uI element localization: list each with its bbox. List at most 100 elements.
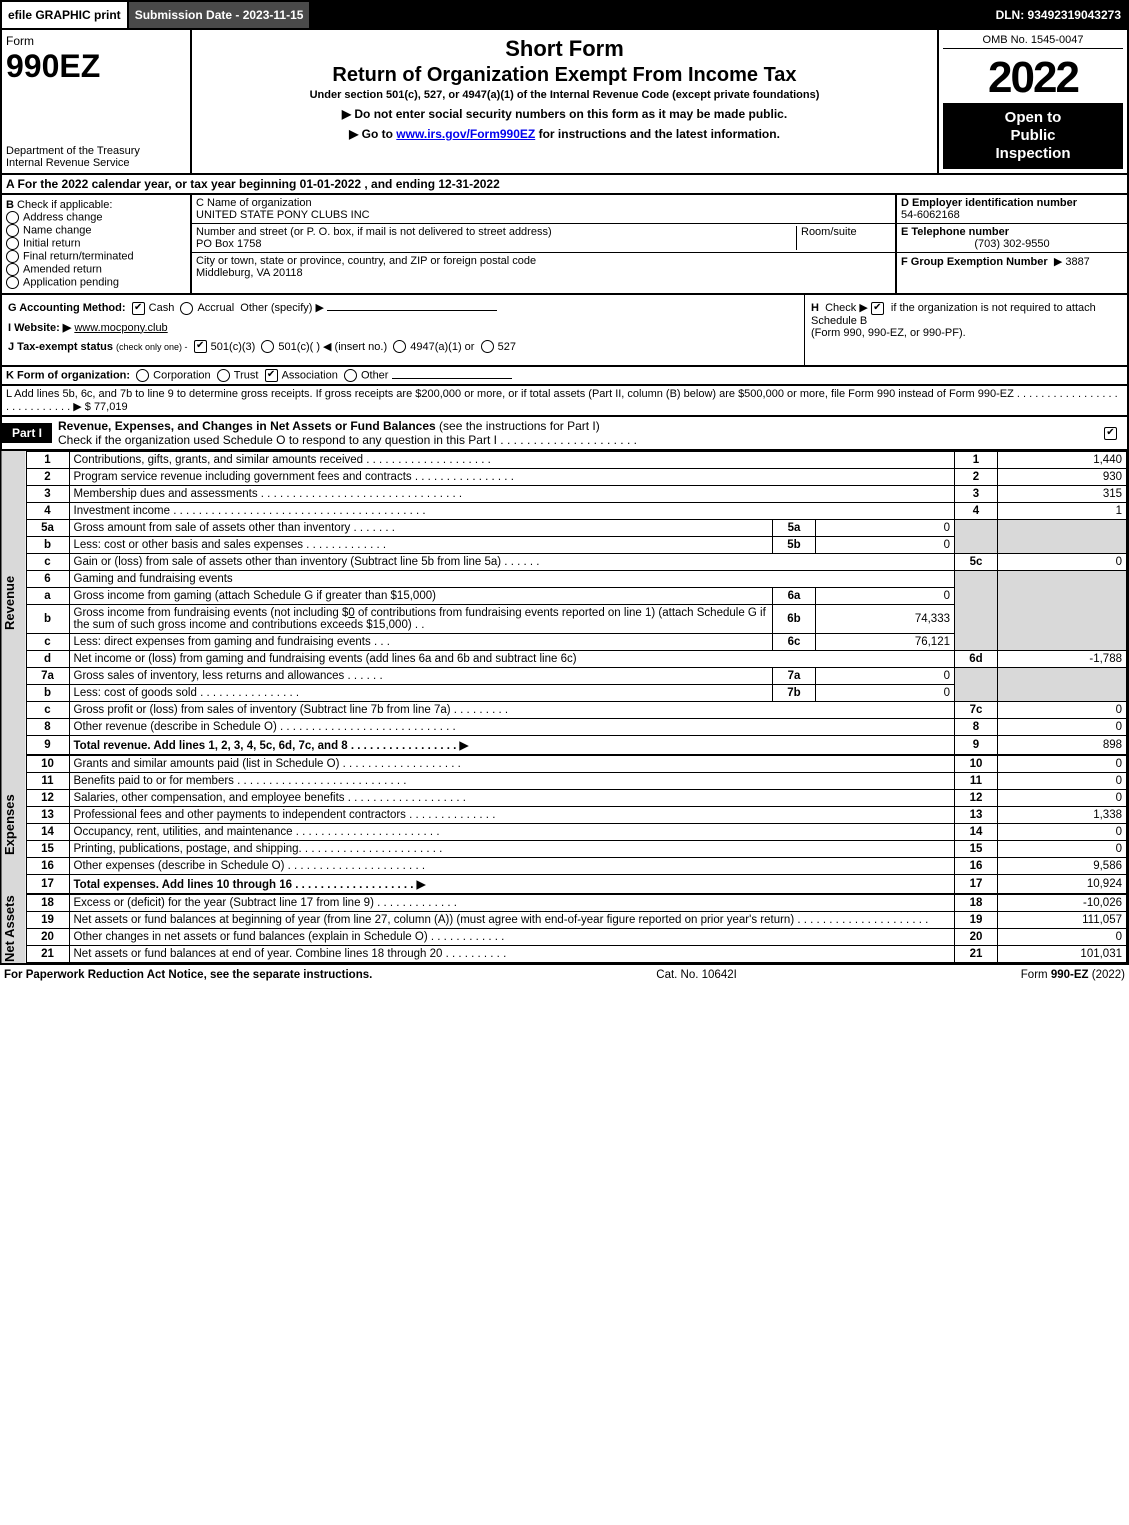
chk-cash[interactable] [132,302,145,315]
net-assets-side-label: Net Assets [2,894,26,963]
part-i-title-post: (see the instructions for Part I) [439,419,600,433]
chk-accrual[interactable] [180,302,193,315]
chk-501c[interactable] [261,340,274,353]
line-10-num: 10 [26,756,69,773]
i-url[interactable]: www.mocpony.club [74,322,167,334]
chk-other-org[interactable] [344,369,357,382]
line-6d-amt: -1,788 [998,651,1127,668]
c-org-name: UNITED STATE PONY CLUBS INC [196,209,370,221]
part-i-title: Revenue, Expenses, and Changes in Net As… [52,417,1104,449]
chk-initial-return[interactable] [6,237,19,250]
line-20-amt: 0 [998,929,1127,946]
line-3-num: 3 [26,486,69,503]
line-15-amt: 0 [998,841,1127,858]
chk-schedule-b[interactable] [871,302,884,315]
line-16: 16Other expenses (describe in Schedule O… [26,858,1127,875]
line-5a-subnum: 5a [773,520,816,537]
d-ein: 54-6062168 [901,209,960,221]
i-label: I Website: ▶ [8,322,71,334]
line-12: 12Salaries, other compensation, and empl… [26,790,1127,807]
c-street-label: Number and street (or P. O. box, if mail… [196,226,552,238]
footer-form-pre: Form [1021,969,1051,981]
line-8-num: 8 [26,719,69,736]
line-3-box: 3 [955,486,998,503]
page-footer: For Paperwork Reduction Act Notice, see … [0,965,1129,985]
l-text: L Add lines 5b, 6c, and 7b to line 9 to … [6,388,1118,413]
line-15-text: Printing, publications, postage, and shi… [69,841,955,858]
instr-goto: ▶ Go to www.irs.gov/Form990EZ for instru… [196,127,933,141]
l-amount: 77,019 [94,401,128,413]
line-18-amt: -10,026 [998,895,1127,912]
part-i-subnote: Check if the organization used Schedule … [58,433,637,447]
line-12-box: 12 [955,790,998,807]
column-b-checkboxes: B Check if applicable: Address change Na… [2,195,192,293]
submission-date-label: Submission Date - 2023-11-15 [129,2,312,28]
chk-application-pending[interactable] [6,276,19,289]
line-7a-num: 7a [26,668,69,685]
line-5a-num: 5a [26,520,69,537]
top-bar: efile GRAPHIC print Submission Date - 20… [0,0,1129,30]
line-18-num: 18 [26,895,69,912]
g-accounting-method: G Accounting Method: Cash Accrual Other … [8,301,798,315]
line-8-text: Other revenue (describe in Schedule O) .… [69,719,955,736]
line-15-box: 15 [955,841,998,858]
h-schedule-b: H Check ▶ if the organization is not req… [804,295,1127,365]
line-18-box: 18 [955,895,998,912]
d-label: D Employer identification number [901,197,1077,209]
line-16-num: 16 [26,858,69,875]
line-4: 4Investment income . . . . . . . . . . .… [26,503,1127,520]
chk-name-change[interactable] [6,224,19,237]
line-7ab-grey [955,668,998,702]
b-letter: B [6,199,14,211]
line-17-text-b: Total expenses. Add lines 10 through 16 … [74,879,426,891]
chk-amended-return[interactable] [6,263,19,276]
h-text3: (Form 990, 990-EZ, or 990-PF). [811,327,966,339]
chk-corporation[interactable] [136,369,149,382]
line-17-box: 17 [955,875,998,894]
line-21-amt: 101,031 [998,946,1127,963]
chk-schedule-o[interactable] [1104,427,1117,440]
line-12-num: 12 [26,790,69,807]
footer-form-post: (2022) [1092,969,1125,981]
column-d-e-f: D Employer identification number 54-6062… [895,195,1127,293]
chk-4947[interactable] [393,340,406,353]
chk-501c3[interactable] [194,340,207,353]
form-header: Form 990EZ Department of the Treasury In… [0,30,1129,175]
line-13: 13Professional fees and other payments t… [26,807,1127,824]
line-4-amt: 1 [998,503,1127,520]
chk-trust[interactable] [217,369,230,382]
open-public-inspection: Open to Public Inspection [943,103,1123,169]
line-6a-subamt: 0 [816,588,955,605]
g-other: Other (specify) ▶ [240,302,324,314]
g-accrual: Accrual [197,302,234,314]
line-9-text: Total revenue. Add lines 1, 2, 3, 4, 5c,… [69,736,955,755]
line-6a-subnum: 6a [773,588,816,605]
c-room-label: Room/suite [801,226,857,238]
line-2: 2Program service revenue including gover… [26,469,1127,486]
irs-link[interactable]: www.irs.gov/Form990EZ [396,127,535,141]
line-14: 14Occupancy, rent, utilities, and mainte… [26,824,1127,841]
efile-print-label[interactable]: efile GRAPHIC print [2,2,129,28]
dln-label: DLN: 93492319043273 [990,2,1127,28]
chk-527[interactable] [481,340,494,353]
part-i-header: Part I Revenue, Expenses, and Changes in… [0,417,1129,451]
line-17-text: Total expenses. Add lines 10 through 16 … [69,875,955,894]
chk-association[interactable] [265,369,278,382]
line-10: 10Grants and similar amounts paid (list … [26,756,1127,773]
line-8-box: 8 [955,719,998,736]
j-hint: (check only one) - [116,342,188,352]
line-11-box: 11 [955,773,998,790]
line-13-text: Professional fees and other payments to … [69,807,955,824]
chk-address-change[interactable] [6,211,19,224]
footer-form-ref: Form 990-EZ (2022) [1021,969,1125,981]
footer-form-bold: 990-EZ [1051,969,1089,981]
part-i-title-bold: Revenue, Expenses, and Changes in Net As… [58,419,436,433]
line-7a-text: Gross sales of inventory, less returns a… [69,668,773,685]
line-21-num: 21 [26,946,69,963]
line-17: 17 Total expenses. Add lines 10 through 1… [26,875,1127,894]
line-16-amt: 9,586 [998,858,1127,875]
line-10-text: Grants and similar amounts paid (list in… [69,756,955,773]
f-label: F Group Exemption Number [901,256,1048,268]
line-1-amt: 1,440 [998,452,1127,469]
chk-final-return[interactable] [6,250,19,263]
